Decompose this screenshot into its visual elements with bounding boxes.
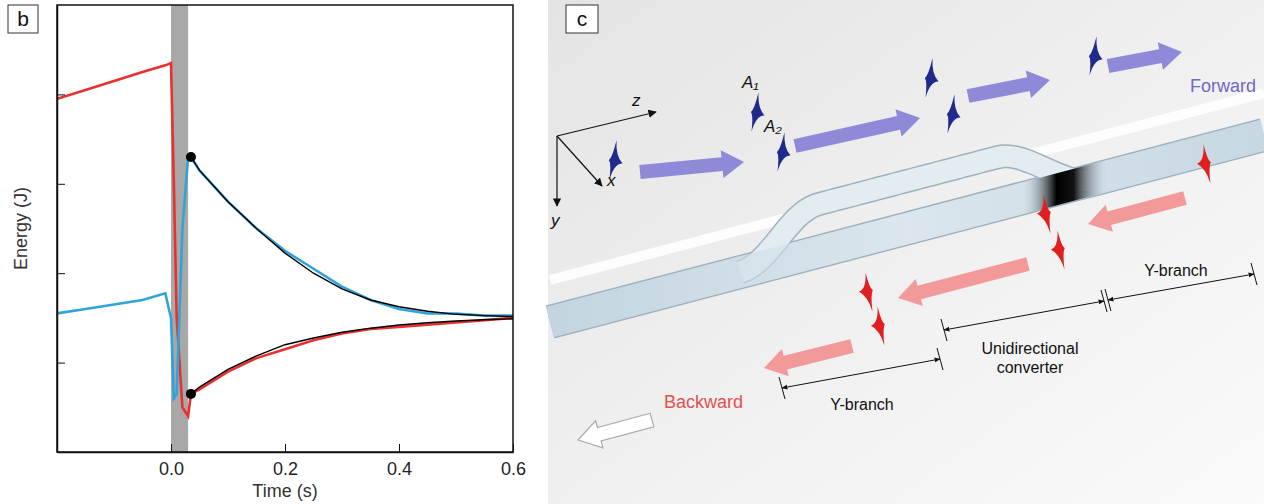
pulse: [1086, 35, 1107, 77]
waveguide-outline: [550, 135, 1264, 322]
y-tick-mark: [57, 273, 65, 274]
axis-letter: y: [550, 211, 561, 230]
line: [191, 157, 513, 317]
y-tick: [57, 94, 65, 95]
y-tick: [57, 273, 65, 274]
axis-arrow: [557, 136, 602, 186]
point: [186, 152, 196, 162]
dimension-end: [779, 377, 785, 399]
line: [57, 157, 513, 398]
backward-output-arrow: [578, 413, 654, 448]
x-tick-label: 0.6: [501, 459, 526, 479]
panel-b: b 0.0 0.2 0.4 0.6 Time (s) Energy (J): [8, 5, 526, 501]
x-axis-title: Time (s): [252, 481, 317, 501]
y-tick-mark: [57, 363, 65, 364]
panel-letter-frame: [8, 5, 38, 33]
dimension-end: [1101, 290, 1107, 312]
backward-arrow: [1088, 191, 1187, 232]
section-label-line: Unidirectional: [982, 340, 1079, 357]
dimension-end: [937, 348, 943, 370]
axis-letter: x: [606, 171, 616, 190]
figure: b 0.0 0.2 0.4 0.6 Time (s) Energy (J) z x y c A₁ A₂ F…: [0, 0, 1264, 504]
y-axis: [57, 6, 65, 453]
x-tick: 0.0: [159, 444, 184, 479]
pulse: [1034, 193, 1055, 235]
pulse: [922, 57, 943, 99]
section-label: Unidirectional converter: [982, 340, 1079, 376]
dimension-line: [782, 359, 940, 388]
pulse-label: A₂: [763, 117, 782, 136]
x-tick-label: 0.0: [159, 459, 184, 479]
converter: [1022, 176, 1108, 199]
plot-frame: [57, 5, 513, 452]
pulse-label: A₁: [741, 73, 759, 92]
section-label-line: converter: [997, 359, 1064, 376]
x-tick-label: 0.2: [273, 459, 298, 479]
panel-letter: b: [17, 7, 29, 30]
line: [191, 319, 513, 394]
dimension-line: [944, 301, 1104, 330]
x-tick-label: 0.4: [387, 459, 412, 479]
axis-letter: z: [631, 91, 641, 110]
axis-arrow: [557, 112, 656, 136]
axis-arrow: [556, 136, 557, 206]
forward-label: Forward: [1190, 76, 1256, 96]
forward-arrow: [1107, 42, 1182, 73]
section-label: Y-branch: [1144, 262, 1207, 279]
forward-arrow: [639, 150, 744, 179]
section-label: Y-branch: [830, 396, 893, 413]
x-tick: 0.2: [273, 444, 298, 479]
panel-letter-box: b: [8, 5, 38, 33]
forward-arrow: [967, 70, 1050, 102]
backward-label: Backward: [664, 392, 743, 412]
pulse: [1048, 229, 1069, 271]
backward-arrow: [898, 257, 1030, 306]
line: [57, 63, 513, 416]
y-tick: [57, 184, 65, 185]
panel-c: z x y c A₁ A₂ Forward Backward Y-branch Unidirect…: [548, 0, 1264, 504]
x-tick: 0.4: [387, 444, 412, 479]
dimension: [1105, 263, 1257, 311]
axis-triad: z x y: [550, 91, 656, 230]
pulse: [944, 93, 965, 135]
forward-arrow: [793, 109, 920, 153]
dimension: [941, 290, 1107, 341]
pulse: [856, 271, 877, 313]
x-axis: 0.0 0.2 0.4 0.6: [58, 444, 527, 479]
surface-edge: [550, 93, 1264, 280]
y-tick: [57, 363, 65, 364]
backward-arrow: [764, 339, 854, 376]
point: [186, 389, 196, 399]
dimension-end: [941, 319, 947, 341]
waveguide: [550, 135, 1264, 322]
y-tick-mark: [57, 94, 65, 95]
panel-letter-frame: [566, 5, 598, 33]
x-tick-mark: [285, 444, 286, 452]
dimension: [779, 348, 943, 399]
y-axis-title: Energy (J): [11, 187, 31, 270]
panel-letter: c: [577, 7, 588, 30]
x-tick-mark: [399, 444, 400, 452]
panel-letter-box: c: [566, 5, 598, 33]
dimension-end: [1251, 263, 1257, 285]
pulse: [868, 305, 889, 347]
pulse: [1194, 143, 1215, 185]
background: [548, 0, 1264, 504]
pulse: [774, 131, 795, 173]
waveguide-top: [550, 135, 1264, 322]
y-tick-mark: [57, 184, 65, 185]
plot-area: [57, 5, 513, 452]
x-tick-mark: [171, 444, 172, 452]
